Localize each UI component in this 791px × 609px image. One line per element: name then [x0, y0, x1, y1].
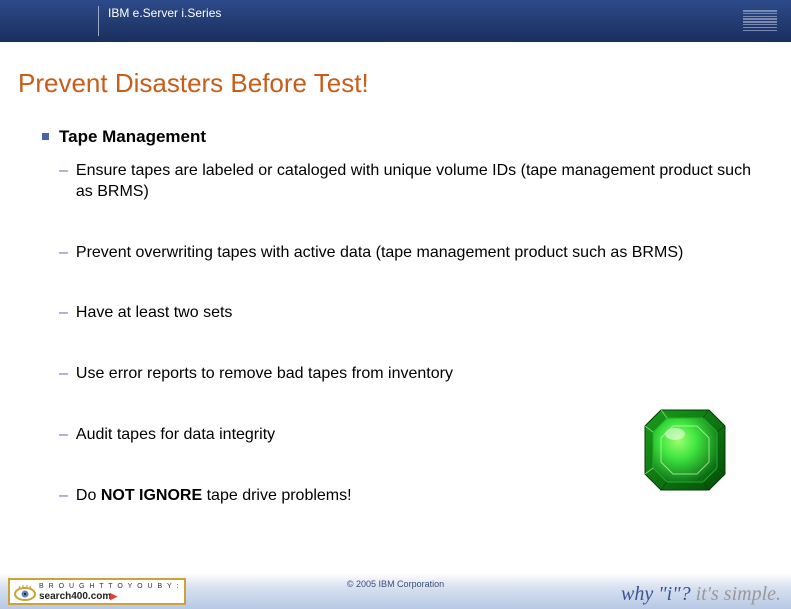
list-item-text: Prevent overwriting tapes with active da…: [76, 243, 683, 264]
list-item-text: Ensure tapes are labeled or cataloged wi…: [76, 161, 767, 203]
sponsor-badge: B R O U G H T T O Y O U B Y : search400.…: [8, 578, 186, 605]
tagline-why: why "i"?: [621, 583, 691, 605]
sponsor-url-text: search400.com: [39, 591, 111, 602]
list-item: – Ensure tapes are labeled or cataloged …: [59, 161, 767, 203]
tagline: why "i"? it's simple.: [621, 583, 781, 606]
copyright-text: © 2005 IBM Corporation: [347, 579, 444, 589]
square-bullet-icon: [42, 133, 49, 140]
list-item: – Prevent overwriting tapes with active …: [59, 243, 767, 264]
dash-icon: –: [59, 243, 68, 264]
dash-icon: –: [59, 161, 68, 182]
dash-icon: –: [59, 303, 68, 324]
dash-icon: –: [59, 425, 68, 446]
slide-title: Prevent Disasters Before Test!: [18, 68, 791, 99]
main-bullet-text: Tape Management: [59, 127, 206, 147]
list-item-text: Do NOT IGNORE tape drive problems!: [76, 486, 352, 507]
list-item-text: Have at least two sets: [76, 303, 233, 324]
header-divider: [98, 6, 99, 36]
dash-icon: –: [59, 486, 68, 507]
list-item-text-bold: NOT IGNORE: [101, 487, 202, 504]
arrow-icon: ▶: [110, 591, 117, 601]
sponsor-url: search400.com▶: [39, 591, 180, 602]
list-item-text-suffix: tape drive problems!: [202, 487, 351, 504]
dash-icon: –: [59, 364, 68, 385]
list-item: – Use error reports to remove bad tapes …: [59, 364, 767, 385]
header-product-line: IBM e.Server i.Series: [108, 6, 221, 20]
footer-bar: B R O U G H T T O Y O U B Y : search400.…: [0, 573, 791, 609]
ibm-logo-icon: [743, 10, 777, 31]
list-item-text-prefix: Do: [76, 487, 101, 504]
tagline-simple: it's simple.: [691, 583, 781, 605]
eye-icon: [14, 584, 36, 602]
list-item-text: Audit tapes for data integrity: [76, 425, 275, 446]
main-bullet-row: Tape Management: [42, 127, 767, 147]
sponsor-box: B R O U G H T T O Y O U B Y : search400.…: [8, 578, 186, 605]
list-item-text: Use error reports to remove bad tapes fr…: [76, 364, 453, 385]
list-item: – Have at least two sets: [59, 303, 767, 324]
header-bar: IBM e.Server i.Series: [0, 0, 791, 42]
sponsor-top-text: B R O U G H T T O Y O U B Y :: [39, 583, 180, 590]
emerald-gem-icon: [639, 404, 731, 496]
sponsor-text-wrap: B R O U G H T T O Y O U B Y : search400.…: [39, 583, 180, 602]
